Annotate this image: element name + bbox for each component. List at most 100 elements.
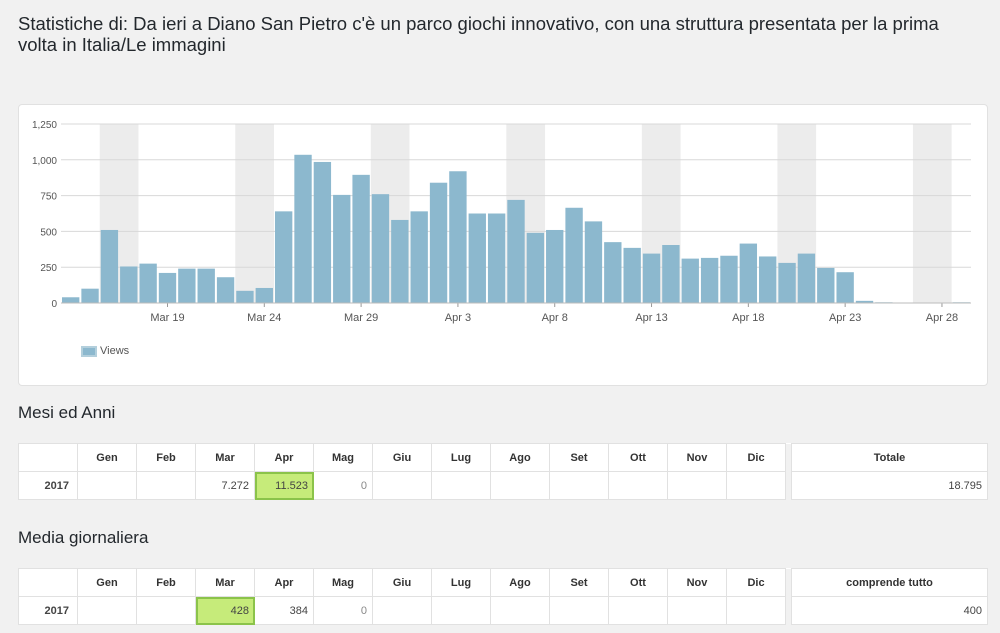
- month-cell: [372, 471, 432, 500]
- header-month: Giu: [372, 443, 432, 472]
- bar: [662, 245, 680, 303]
- bar: [255, 287, 273, 303]
- header-month: Giu: [372, 568, 432, 597]
- table-row: 2017 428 384 0 400: [18, 596, 988, 625]
- header-month: Set: [549, 568, 609, 597]
- bar: [778, 262, 796, 303]
- month-cell: [372, 596, 432, 625]
- bar: [681, 258, 699, 303]
- bar: [546, 229, 564, 303]
- x-tick-label: Apr 13: [635, 312, 667, 324]
- bar: [739, 243, 758, 303]
- header-month: Mag: [313, 443, 373, 472]
- x-tick-label: Mar 24: [247, 312, 281, 324]
- months-table: Gen Feb Mar Apr Mag Giu Lug Ago Set Ott …: [18, 443, 988, 500]
- header-total: comprende tutto: [791, 568, 988, 597]
- bar: [139, 263, 157, 303]
- bar: [313, 161, 332, 303]
- row-year: 2017: [18, 596, 78, 625]
- month-cell: [136, 596, 196, 625]
- header-month: Lug: [431, 443, 491, 472]
- bar: [100, 229, 119, 303]
- y-tick-label: 250: [40, 263, 57, 274]
- bar: [81, 288, 99, 303]
- header-empty: [18, 568, 78, 597]
- bar: [391, 219, 409, 303]
- header-month: Dic: [726, 443, 786, 472]
- x-tick-label: Mar 19: [150, 312, 184, 324]
- bar: [216, 277, 235, 303]
- bar: [62, 297, 80, 303]
- month-cell: [549, 471, 609, 500]
- bar: [449, 171, 467, 303]
- bar: [158, 272, 177, 303]
- bar: [584, 221, 603, 303]
- bar: [700, 257, 719, 303]
- x-tick-label: Apr 18: [732, 312, 764, 324]
- x-tick-label: Apr 28: [926, 312, 958, 324]
- month-cell: [431, 596, 491, 625]
- bar: [371, 194, 390, 303]
- header-month: Mag: [313, 568, 373, 597]
- daily-average-table: Gen Feb Mar Apr Mag Giu Lug Ago Set Ott …: [18, 568, 988, 625]
- month-cell: 0: [313, 471, 373, 500]
- header-total: Totale: [791, 443, 988, 472]
- header-month: Apr: [254, 443, 314, 472]
- month-cell: [490, 471, 550, 500]
- month-cell: [667, 596, 727, 625]
- y-tick-label: 500: [40, 227, 57, 238]
- bar: [604, 242, 622, 303]
- month-cell: [431, 471, 491, 500]
- bar: [565, 207, 583, 303]
- header-month: Feb: [136, 443, 196, 472]
- month-cell: 7.272: [195, 471, 255, 500]
- header-month: Apr: [254, 568, 314, 597]
- month-cell: [549, 596, 609, 625]
- legend-label-views: Views: [100, 345, 130, 357]
- page-title: Statistiche di: Da ieri a Diano San Piet…: [18, 13, 939, 55]
- header-month: Gen: [77, 443, 137, 472]
- month-cell: [608, 471, 668, 500]
- month-cell: [77, 471, 137, 500]
- month-cell-highlighted: 428: [195, 596, 255, 625]
- daily-section-title: Media giornaliera: [18, 528, 149, 547]
- month-cell: [77, 596, 137, 625]
- header-month: Lug: [431, 568, 491, 597]
- header-month: Ott: [608, 568, 668, 597]
- daily-header-row: Gen Feb Mar Apr Mag Giu Lug Ago Set Ott …: [18, 568, 988, 597]
- months-header-row: Gen Feb Mar Apr Mag Giu Lug Ago Set Ott …: [18, 443, 988, 472]
- month-cell-highlighted: 11.523: [254, 471, 314, 500]
- month-cell: [726, 471, 786, 500]
- total-cell: 18.795: [791, 471, 988, 500]
- header-month: Mar: [195, 443, 255, 472]
- bar: [294, 154, 312, 303]
- bar: [797, 253, 816, 303]
- month-cell: [490, 596, 550, 625]
- bar: [487, 213, 506, 303]
- y-tick-label: 750: [40, 192, 57, 203]
- bar: [333, 194, 351, 303]
- weekend-band: [235, 124, 274, 303]
- y-tick-label: 0: [51, 299, 57, 310]
- header-month: Nov: [667, 443, 727, 472]
- month-cell: [136, 471, 196, 500]
- header-month: Mar: [195, 568, 255, 597]
- month-cell: 0: [313, 596, 373, 625]
- header-empty: [18, 443, 78, 472]
- bar: [720, 255, 738, 303]
- bar: [197, 268, 215, 303]
- y-tick-label: 1,000: [32, 156, 57, 167]
- table-row: 2017 7.272 11.523 0 18.795: [18, 471, 988, 500]
- total-cell: 400: [791, 596, 988, 625]
- bar: [120, 266, 138, 303]
- header-month: Ago: [490, 568, 550, 597]
- month-cell: 384: [254, 596, 314, 625]
- bar: [817, 267, 835, 303]
- bar: [274, 211, 293, 303]
- bar: [178, 268, 196, 303]
- views-chart: 0 250 500 750 1,000 1,250 Mar 19 Mar 24 Mar 29 Ap…: [18, 104, 988, 386]
- legend-swatch-views: [81, 345, 97, 357]
- months-section-title: Mesi ed Anni: [18, 403, 116, 422]
- bar: [468, 213, 486, 303]
- bar: [642, 253, 661, 303]
